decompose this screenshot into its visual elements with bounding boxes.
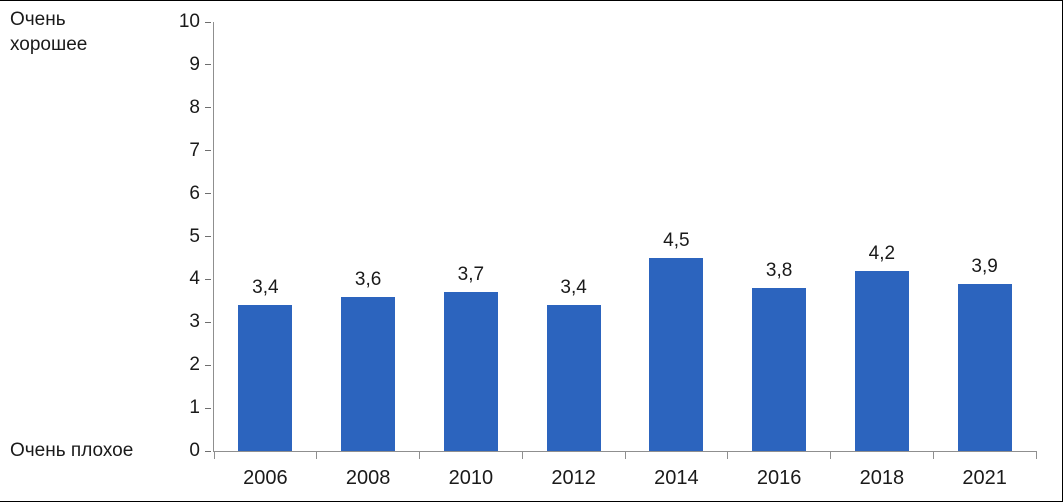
y-axis-tick [205, 193, 211, 195]
x-axis-tick [830, 451, 831, 459]
bar [854, 270, 909, 451]
bar [341, 296, 396, 451]
x-category-label: 2006 [243, 467, 288, 489]
x-axis-tick [727, 451, 729, 459]
bar-value-label: 3,4 [560, 277, 587, 299]
x-axis-tick [932, 451, 934, 459]
y-axis-tick [205, 407, 211, 409]
bar [546, 305, 601, 451]
y-tick-label: 10 [178, 11, 200, 32]
bar [649, 257, 704, 451]
bar [957, 283, 1012, 451]
bar-value-label: 3,8 [765, 259, 793, 281]
x-category-label: 2012 [551, 467, 596, 489]
bar-value-label: 3,7 [457, 264, 485, 286]
bar-value-label: 3,4 [252, 277, 279, 299]
x-axis-tick [419, 451, 420, 459]
y-axis-tick [205, 278, 211, 280]
x-axis-tick [213, 451, 215, 459]
y-tick-label: 2 [189, 354, 200, 376]
y-tick-label: 9 [189, 53, 200, 75]
x-axis-tick [1035, 451, 1037, 459]
y-axis-min-label: Очень плохое [10, 440, 134, 461]
y-tick-label: 3 [189, 311, 200, 333]
y-axis-tick [205, 150, 211, 152]
y-axis-tick [205, 364, 211, 366]
bar-value-label: 3,9 [971, 255, 998, 277]
y-axis-max-label: Очень хорошее [10, 9, 88, 55]
y-tick-label: 7 [189, 139, 200, 161]
plot-area: 0 1 2 3 4 5 6 7 8 9 10 3,4 2006 3,6 2008 3,7 2010 3,4 2012… [179, 12, 1037, 489]
y-axis-tick [205, 21, 211, 23]
y-axis-tick [205, 450, 211, 452]
y-tick-label: 0 [189, 440, 200, 461]
bar-value-label: 4,2 [868, 242, 896, 264]
y-axis-tick [205, 236, 211, 237]
x-axis-tick [521, 451, 523, 459]
y-tick-label: 8 [189, 96, 200, 118]
x-category-label: 2021 [962, 467, 1007, 489]
y-axis-tick [205, 64, 211, 66]
y-tick-label: 5 [189, 225, 200, 247]
x-category-label: 2018 [859, 467, 905, 489]
bar-value-label: 4,5 [663, 229, 690, 251]
x-category-label: 2008 [345, 467, 391, 489]
x-category-label: 2010 [448, 467, 494, 489]
bar-value-label: 3,6 [354, 268, 382, 290]
bar [238, 305, 293, 451]
y-tick-label: 1 [189, 397, 200, 419]
x-axis-tick [624, 451, 626, 459]
bar [752, 287, 807, 451]
y-axis-tick [205, 107, 211, 109]
y-tick-label: 6 [189, 182, 200, 204]
x-axis-tick [316, 451, 318, 459]
y-tick-label: 4 [189, 268, 200, 290]
x-category-label: 2016 [756, 467, 802, 489]
y-axis-tick [205, 321, 211, 323]
bar [443, 292, 498, 451]
x-category-label: 2014 [654, 467, 699, 489]
